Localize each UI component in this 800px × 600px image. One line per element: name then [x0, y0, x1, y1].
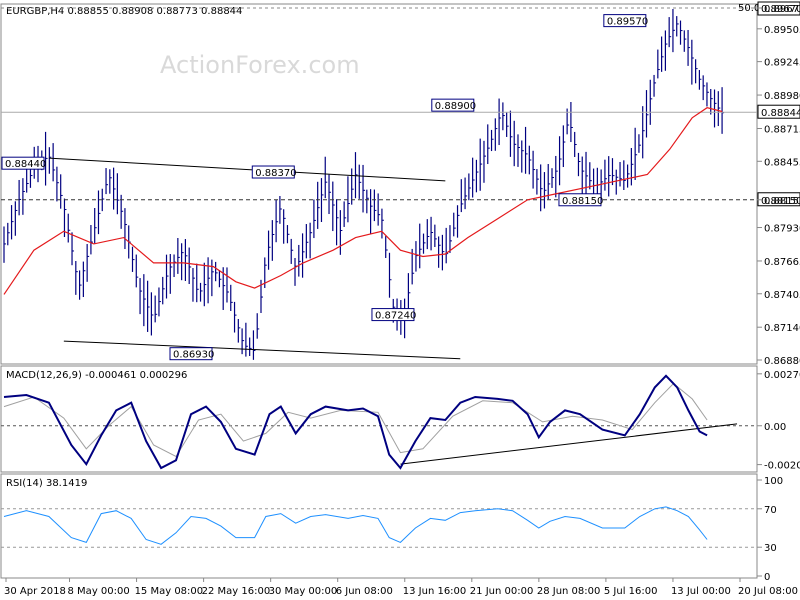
price-overlays: 50.0 0.88440 0.88370 0.86930 0.87240 0.88900 0… — [1, 1, 800, 361]
x-tick-label: 5 Jul 16:00 — [604, 586, 658, 597]
price-annotation-label: 0.88150 — [562, 196, 603, 207]
rsi-header: RSI(14) 38.1419 — [6, 478, 87, 489]
moving-average-line — [3, 107, 723, 295]
current-price-label: 0.88844 — [761, 108, 800, 119]
x-tick-label: 30 Apr 2018 — [4, 586, 66, 597]
x-tick-label: 21 Jun 00:00 — [470, 586, 534, 597]
price-annotation-label: 0.86930 — [173, 350, 214, 361]
top-level-label: 0.89670 — [761, 4, 800, 15]
price-annotation-box — [603, 14, 647, 28]
rsi-tick-label: 70 — [764, 505, 777, 516]
price-annotation-box — [431, 98, 475, 112]
price-tick-label: 0.88715 — [764, 124, 800, 135]
x-tick-label: 8 May 00:00 — [68, 586, 130, 597]
macd-header: MACD(12,26,9) -0.000461 0.000296 — [6, 370, 187, 381]
rsi-tick-label: 0 — [764, 572, 770, 583]
channel-top-line — [48, 157, 446, 182]
price-header: EURGBP,H4 0.88855 0.88908 0.88773 0.8884… — [6, 6, 242, 17]
fibo-label: 50.0 — [738, 3, 760, 14]
price-bars — [3, 8, 725, 360]
price-tick-label: 0.89245 — [764, 58, 800, 69]
x-tick-label: 13 Jul 00:00 — [671, 586, 731, 597]
price-tick-label: 0.89670 — [764, 4, 800, 15]
price-annotation-box — [558, 193, 602, 207]
price-tick-label: 0.87665 — [764, 257, 800, 268]
x-tick-label: 20 Jul 08:00 — [738, 586, 798, 597]
price-tick-label: 0.88455 — [764, 157, 800, 168]
macd-signal-line — [3, 382, 708, 458]
price-annotation-box — [371, 308, 415, 322]
macd-trend-line — [400, 423, 738, 465]
price-tick-label: 0.87405 — [764, 290, 800, 301]
macd-tick-label: -0.002023 — [764, 461, 800, 472]
current-price-box — [757, 104, 800, 119]
rsi-tick-label: 30 — [764, 543, 777, 554]
price-annotation-label: 0.88440 — [5, 159, 46, 170]
macd-panel — [0, 365, 758, 473]
macd-tick-label: 0.00 — [764, 422, 786, 433]
price-annotation-box — [169, 347, 213, 361]
price-tick-label: 0.88150 — [764, 196, 800, 207]
rsi-panel — [0, 473, 758, 579]
x-tick-label: 15 May 08:00 — [135, 586, 204, 597]
x-tick-label: 28 Jun 08:00 — [537, 586, 601, 597]
macd-layer: 0.002705 0.00 -0.002023 — [1, 370, 800, 472]
rsi-layer: 100 70 30 0 — [1, 476, 783, 583]
price-annotation-box — [1, 156, 45, 170]
rsi-line — [3, 506, 708, 545]
rsi-tick-label: 100 — [764, 476, 783, 487]
price-panel — [0, 3, 758, 365]
x-tick-label: 13 Jun 16:00 — [403, 586, 467, 597]
price-annotation-label: 0.88900 — [435, 101, 476, 112]
price-annotation-box — [251, 165, 295, 179]
x-tick-label: 6 Jun 08:00 — [336, 586, 393, 597]
macd-line — [3, 374, 708, 470]
price-annotation-label: 0.88370 — [255, 168, 296, 179]
macd-tick-label: 0.002705 — [764, 370, 800, 381]
x-tick-label: 22 May 16:00 — [202, 586, 271, 597]
watermark: ActionForex.com — [160, 51, 360, 79]
price-annotation-label: 0.89570 — [607, 17, 648, 28]
support-level-label: 0.88150 — [761, 196, 800, 207]
price-annotation-label: 0.87240 — [375, 311, 416, 322]
channel-bottom-line — [63, 340, 461, 360]
x-tick-label: 30 May 00:00 — [269, 586, 338, 597]
price-tick-label: 0.89505 — [764, 25, 800, 36]
